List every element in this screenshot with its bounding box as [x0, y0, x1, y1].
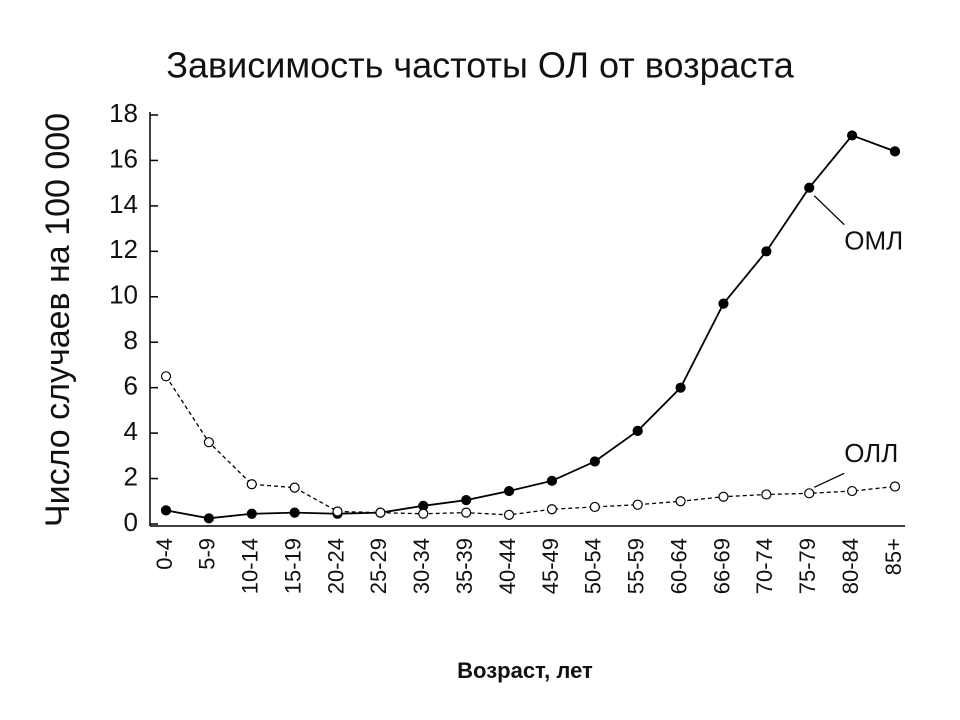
y-tick-label: 12	[109, 234, 138, 264]
y-tick-label: 8	[124, 325, 138, 355]
data-point	[246, 479, 257, 490]
data-point	[332, 506, 343, 517]
x-tick-label: 66-69	[709, 538, 734, 594]
data-point	[418, 508, 429, 519]
x-tick-label: 25-29	[366, 538, 391, 594]
data-point	[546, 475, 558, 486]
y-tick-label: 0	[124, 507, 138, 537]
x-tick-label: 50-54	[581, 538, 606, 594]
data-point	[160, 371, 172, 382]
data-point	[889, 146, 901, 157]
data-point	[546, 504, 558, 515]
x-tick-label: 45-49	[538, 538, 563, 594]
data-point	[503, 509, 515, 521]
data-point	[160, 505, 172, 516]
series-line	[165, 134, 896, 520]
data-point	[289, 507, 300, 518]
data-point	[675, 382, 686, 393]
x-tick-label: 5-9	[195, 538, 220, 570]
data-point	[203, 437, 214, 448]
data-point	[847, 130, 858, 141]
x-tick-label: 10-14	[238, 538, 263, 594]
data-point	[847, 485, 858, 497]
data-point	[246, 508, 257, 519]
y-tick-label: 14	[109, 189, 138, 219]
data-point	[675, 496, 686, 507]
chart-title: Зависимость частоты ОЛ от возраста	[166, 45, 795, 86]
y-tick-label: 2	[124, 461, 138, 491]
series-label: ОМЛ	[844, 226, 903, 256]
y-tick-label: 18	[109, 98, 138, 128]
label-arrow	[813, 195, 845, 226]
y-tick-label: 16	[109, 143, 138, 173]
data-point	[375, 507, 386, 518]
x-tick-label: 80-84	[838, 538, 863, 594]
data-point	[632, 499, 643, 510]
data-point	[632, 425, 643, 436]
label-arrow	[813, 472, 845, 488]
x-tick-label: 0-4	[152, 538, 177, 570]
x-tick-label: 60-64	[666, 538, 691, 594]
x-tick-label: 85+	[881, 538, 906, 575]
x-tick-label: 15-19	[280, 538, 305, 594]
data-point	[889, 481, 901, 492]
data-point	[761, 489, 772, 500]
x-tick-label: 40-44	[495, 538, 520, 594]
data-point	[461, 507, 472, 518]
data-point	[718, 491, 729, 502]
y-tick-label: 6	[124, 371, 138, 401]
y-tick-label: 10	[109, 280, 138, 310]
data-point	[203, 513, 214, 524]
x-tick-label: 20-24	[323, 538, 348, 594]
data-point	[761, 246, 772, 257]
data-point	[461, 495, 472, 506]
data-point	[589, 501, 600, 513]
x-axis-label: Возраст, лет	[457, 658, 593, 683]
data-point	[718, 298, 729, 309]
x-tick-label: 75-79	[795, 538, 820, 594]
x-tick-label: 55-59	[624, 538, 649, 594]
x-tick-label: 70-74	[752, 538, 777, 594]
data-point	[289, 482, 300, 493]
x-tick-label: 30-34	[409, 538, 434, 594]
data-point	[804, 488, 815, 499]
data-point	[804, 182, 815, 193]
x-tick-label: 35-39	[452, 538, 477, 594]
data-point	[503, 485, 515, 497]
series-label: ОЛЛ	[844, 438, 898, 468]
y-tick-label: 4	[124, 416, 138, 446]
data-point	[589, 456, 600, 467]
series-line	[165, 375, 896, 516]
y-axis-label: Число случаев на 100 000	[39, 113, 77, 527]
